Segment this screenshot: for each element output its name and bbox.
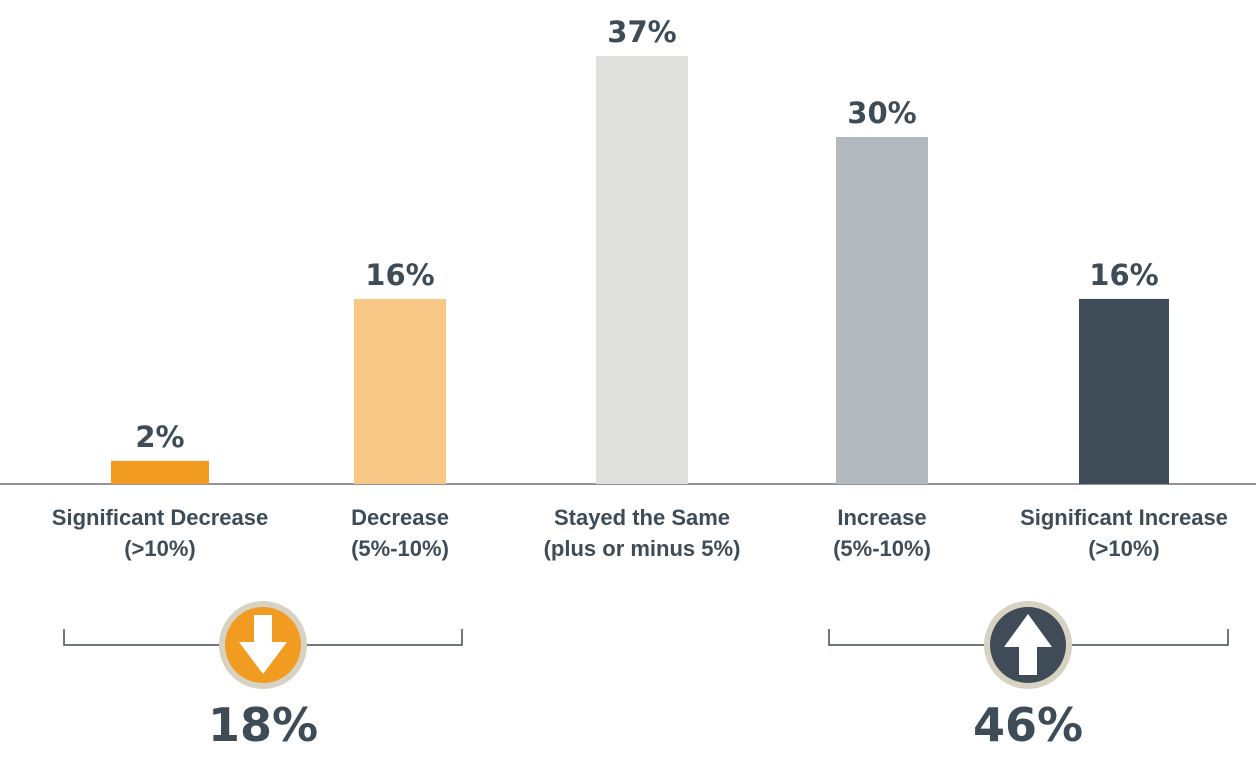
bar-significant-increase <box>1079 298 1169 484</box>
value-label-increase: 30% <box>847 96 916 130</box>
category-label-increase-line1: Increase <box>837 505 926 530</box>
category-labels: Significant Decrease (>10%) Decrease (5%-10… <box>52 505 1228 561</box>
value-label-significant-decrease: 2% <box>135 420 184 454</box>
bar-significant-decrease <box>111 460 209 484</box>
decrease-total: 18% <box>208 698 318 752</box>
increase-total: 46% <box>973 698 1083 752</box>
value-label-decrease: 16% <box>365 258 434 292</box>
category-label-significant-decrease-line1: Significant Decrease <box>52 505 268 530</box>
value-label-significant-increase: 16% <box>1089 258 1158 292</box>
category-label-increase-line2: (5%-10%) <box>833 536 931 561</box>
category-label-stayed-the-same-line2: (plus or minus 5%) <box>544 536 741 561</box>
category-label-decrease-line1: Decrease <box>351 505 449 530</box>
bars <box>111 56 1169 485</box>
category-label-decrease-line2: (5%-10%) <box>351 536 449 561</box>
category-label-significant-increase-line1: Significant Increase <box>1020 505 1228 530</box>
category-label-significant-decrease-line2: (>10%) <box>124 536 196 561</box>
bar-increase <box>836 136 928 485</box>
bar-stayed-the-same <box>596 56 688 484</box>
value-labels: 2% 16% 37% 30% 16% <box>135 15 1158 454</box>
increase-summary: 46% <box>828 601 1229 752</box>
arrow-down-icon <box>239 615 287 674</box>
value-label-stayed-the-same: 37% <box>607 15 676 49</box>
arrow-up-icon <box>1004 614 1052 675</box>
category-label-stayed-the-same-line1: Stayed the Same <box>554 505 730 530</box>
category-label-significant-increase-line2: (>10%) <box>1088 536 1160 561</box>
bar-decrease <box>354 298 446 484</box>
decrease-summary: 18% <box>63 601 463 752</box>
